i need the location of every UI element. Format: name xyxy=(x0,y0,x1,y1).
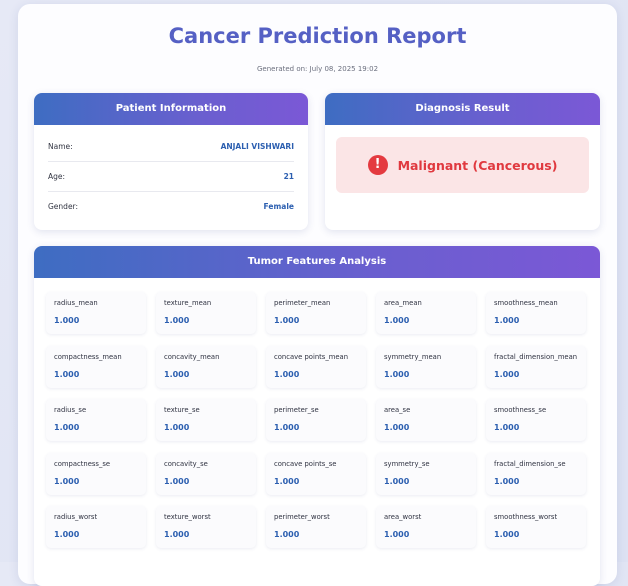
name-label: Name: xyxy=(48,142,73,151)
feature-value: 1.000 xyxy=(274,423,300,432)
feature-name: concavity_se xyxy=(164,459,208,468)
feature-card: compactness_mean 1.000 xyxy=(46,345,146,388)
diagnosis-card: Diagnosis Result ! Malignant (Cancerous) xyxy=(325,93,600,230)
feature-value: 1.000 xyxy=(54,423,80,432)
feature-card: smoothness_mean 1.000 xyxy=(486,292,586,334)
patient-age-row: Age: 21 xyxy=(48,162,294,192)
feature-card: perimeter_worst 1.000 xyxy=(266,506,366,548)
feature-value: 1.000 xyxy=(494,530,520,539)
feature-name: radius_se xyxy=(54,406,87,414)
feature-card: radius_se 1.000 xyxy=(46,399,146,441)
tumor-features-card: Tumor Features Analysis radius_mean 1.000… xyxy=(34,246,600,586)
feature-name: area_se xyxy=(384,406,411,414)
feature-card: area_worst 1.000 xyxy=(376,506,476,548)
feature-value: 1.000 xyxy=(54,530,80,539)
feature-value: 1.000 xyxy=(494,316,520,325)
feature-value: 1.000 xyxy=(384,530,410,539)
feature-value: 1.000 xyxy=(384,423,410,432)
feature-name: symmetry_se xyxy=(384,459,430,468)
feature-card: smoothness_worst 1.000 xyxy=(486,506,586,548)
feature-name: concavity_mean xyxy=(164,352,220,361)
patient-info-header: Patient Information xyxy=(34,93,308,125)
feature-card: concavity_se 1.000 xyxy=(156,452,256,495)
alert-icon: ! xyxy=(367,155,388,175)
feature-name: fractal_dimension_se xyxy=(494,459,566,468)
patient-name-row: Name: ANJALI VISHWARI xyxy=(48,132,294,162)
feature-name: symmetry_mean xyxy=(384,352,442,361)
feature-card: symmetry_se 1.000 xyxy=(376,452,476,495)
feature-name: texture_worst xyxy=(164,513,211,521)
page-title: Cancer Prediction Report xyxy=(168,24,467,48)
feature-name: perimeter_worst xyxy=(274,513,330,521)
diagnosis-header: Diagnosis Result xyxy=(325,93,600,125)
feature-name: concave points_mean xyxy=(274,352,349,361)
gender-value: Female xyxy=(263,202,294,211)
feature-value: 1.000 xyxy=(384,316,410,325)
patient-info-list: Name: ANJALI VISHWARI Age: 21 Gender: Fe… xyxy=(34,125,308,221)
feature-value: 1.000 xyxy=(494,476,520,486)
feature-value: 1.000 xyxy=(54,476,80,486)
feature-card: perimeter_mean 1.000 xyxy=(266,292,366,334)
feature-card: concavity_mean 1.000 xyxy=(156,345,256,388)
feature-value: 1.000 xyxy=(54,369,80,379)
feature-name: compactness_se xyxy=(54,459,111,468)
feature-name: compactness_mean xyxy=(54,352,122,361)
report-container: Cancer Prediction Report Generated on: J… xyxy=(18,4,617,586)
age-value: 21 xyxy=(283,172,294,181)
feature-value: 1.000 xyxy=(494,423,520,432)
feature-value: 1.000 xyxy=(274,476,300,486)
feature-value: 1.000 xyxy=(274,369,300,379)
feature-name: smoothness_worst xyxy=(494,513,558,521)
feature-card: fractal_dimension_se 1.000 xyxy=(486,452,586,495)
name-value: ANJALI VISHWARI xyxy=(220,142,294,151)
feature-card: radius_worst 1.000 xyxy=(46,506,146,548)
feature-card: texture_se 1.000 xyxy=(156,399,256,441)
feature-card: fractal_dimension_mean 1.000 xyxy=(486,345,586,388)
feature-name: area_mean xyxy=(384,299,422,307)
feature-value: 1.000 xyxy=(164,369,190,379)
feature-name: texture_mean xyxy=(164,299,212,307)
gender-label: Gender: xyxy=(48,202,79,211)
tumor-features-header: Tumor Features Analysis xyxy=(34,246,600,278)
feature-name: radius_mean xyxy=(54,299,98,307)
age-label: Age: xyxy=(48,172,66,181)
feature-value: 1.000 xyxy=(274,316,300,325)
feature-card: radius_mean 1.000 xyxy=(46,292,146,334)
patient-gender-row: Gender: Female xyxy=(48,192,294,221)
feature-value: 1.000 xyxy=(164,316,190,325)
generated-timestamp: Generated on: July 08, 2025 19:02 xyxy=(256,65,379,73)
feature-name: texture_se xyxy=(164,406,200,414)
feature-card: concave points_se 1.000 xyxy=(266,452,366,495)
feature-card: symmetry_mean 1.000 xyxy=(376,345,476,388)
patient-info-card: Patient Information Name: ANJALI VISHWAR… xyxy=(34,93,308,230)
feature-card: area_se 1.000 xyxy=(376,399,476,441)
feature-value: 1.000 xyxy=(494,369,520,379)
feature-card: perimeter_se 1.000 xyxy=(266,399,366,441)
diagnosis-result-box: ! Malignant (Cancerous) xyxy=(336,137,589,193)
feature-name: fractal_dimension_mean xyxy=(494,352,578,361)
feature-name: radius_worst xyxy=(54,513,98,521)
feature-value: 1.000 xyxy=(384,369,410,379)
feature-card: texture_mean 1.000 xyxy=(156,292,256,334)
feature-value: 1.000 xyxy=(54,316,80,325)
feature-name: perimeter_se xyxy=(274,406,319,414)
feature-card: concave points_mean 1.000 xyxy=(266,345,366,388)
feature-value: 1.000 xyxy=(164,423,190,432)
feature-value: 1.000 xyxy=(384,476,410,486)
feature-value: 1.000 xyxy=(164,476,190,486)
feature-card: smoothness_se 1.000 xyxy=(486,399,586,441)
feature-name: smoothness_mean xyxy=(494,299,558,307)
diagnosis-result-text: Malignant (Cancerous) xyxy=(397,157,558,173)
feature-name: perimeter_mean xyxy=(274,299,331,307)
feature-card: compactness_se 1.000 xyxy=(46,452,146,495)
feature-card: area_mean 1.000 xyxy=(376,292,476,334)
feature-name: concave points_se xyxy=(274,459,337,468)
feature-value: 1.000 xyxy=(164,530,190,539)
feature-name: smoothness_se xyxy=(494,406,547,414)
feature-value: 1.000 xyxy=(274,530,300,539)
feature-name: area_worst xyxy=(384,513,422,521)
feature-card: texture_worst 1.000 xyxy=(156,506,256,548)
